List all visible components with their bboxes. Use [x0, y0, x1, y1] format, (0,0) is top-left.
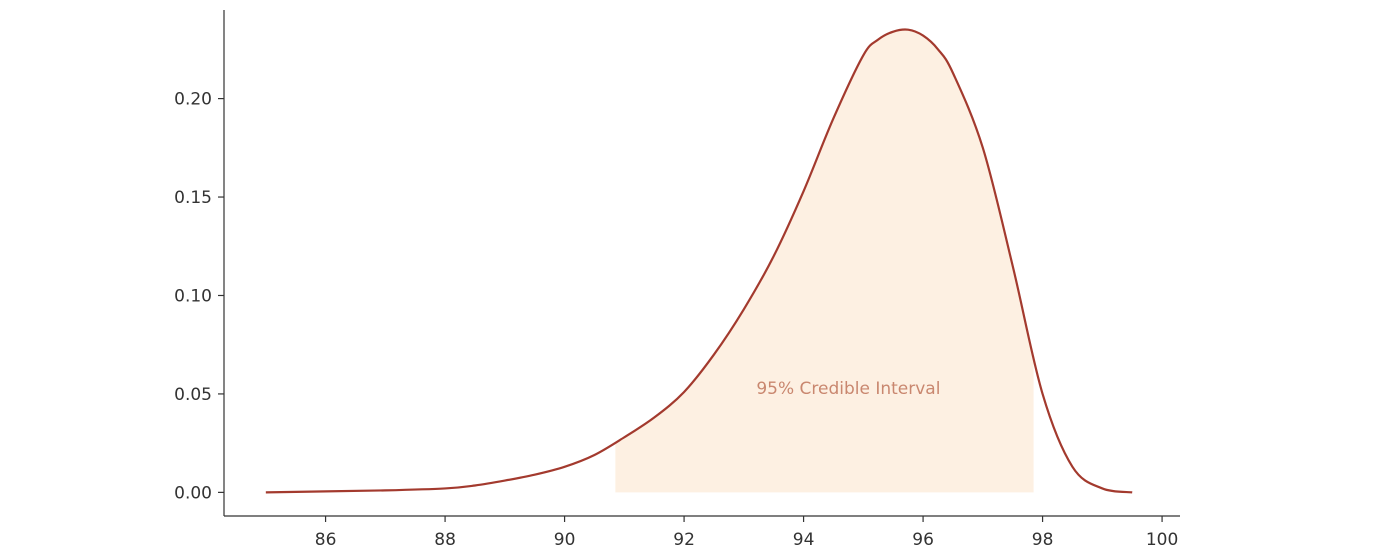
x-tick-label: 98 — [1032, 530, 1054, 550]
credible-interval-label: 95% Credible Interval — [756, 379, 940, 399]
x-tick-label: 94 — [793, 530, 815, 550]
y-ticks: 0.00 0.05 0.10 0.15 0.20 — [174, 90, 224, 503]
x-tick-label: 90 — [554, 530, 576, 550]
x-tick-label: 88 — [434, 530, 456, 550]
x-tick-label: 92 — [673, 530, 695, 550]
x-tick-label: 100 — [1146, 530, 1178, 550]
density-curve — [265, 28, 1133, 494]
y-tick-label: 0.10 — [174, 286, 212, 306]
axes — [223, 10, 1180, 517]
y-tick-label: 0.00 — [174, 483, 212, 503]
y-tick-label: 0.05 — [174, 385, 212, 405]
x-ticks: 86 88 90 92 94 96 98 100 — [315, 516, 1178, 550]
credible-interval — [615, 29, 1034, 493]
y-tick-label: 0.20 — [174, 90, 212, 110]
x-tick-label: 86 — [315, 530, 337, 550]
credible-interval-fill — [615, 29, 1034, 493]
x-tick-label: 96 — [912, 530, 934, 550]
y-tick-label: 0.15 — [174, 188, 212, 208]
